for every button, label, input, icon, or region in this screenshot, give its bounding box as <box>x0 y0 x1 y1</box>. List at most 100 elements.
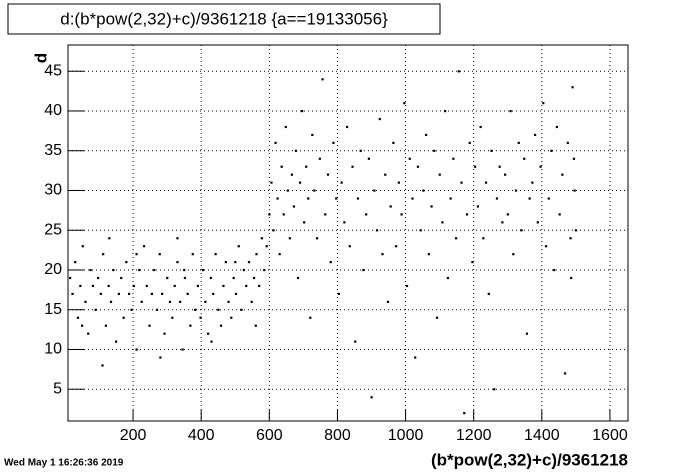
point <box>89 268 92 272</box>
point <box>561 173 564 176</box>
point <box>263 268 266 272</box>
point <box>411 197 414 200</box>
point <box>337 292 341 296</box>
point <box>91 284 95 288</box>
point <box>525 332 529 335</box>
point <box>367 157 370 160</box>
point <box>378 117 381 121</box>
point <box>99 292 102 296</box>
point <box>274 141 277 144</box>
point <box>234 261 237 264</box>
point <box>544 245 548 248</box>
point <box>171 316 174 319</box>
point <box>427 253 430 256</box>
point <box>457 70 460 73</box>
point <box>230 316 233 319</box>
point <box>444 109 447 113</box>
point <box>555 125 559 129</box>
point <box>452 157 455 160</box>
point <box>207 332 210 335</box>
point <box>296 276 300 280</box>
point <box>512 253 515 256</box>
x-tick-label: 1000 <box>388 427 424 444</box>
point <box>471 261 474 264</box>
point <box>168 300 172 303</box>
point <box>276 197 279 200</box>
point <box>321 78 324 81</box>
point <box>405 284 409 288</box>
point <box>571 86 574 89</box>
point <box>284 125 287 129</box>
point <box>362 268 365 272</box>
point <box>173 284 176 288</box>
y-tick-label: 15 <box>44 301 62 318</box>
y-tick-label: 25 <box>44 221 62 238</box>
point <box>254 324 257 327</box>
point <box>210 340 213 343</box>
point <box>348 245 351 248</box>
point <box>214 253 217 256</box>
point <box>219 324 223 327</box>
x-tick-label: 800 <box>324 427 351 444</box>
point <box>150 292 153 296</box>
point <box>386 300 390 303</box>
point <box>523 157 526 160</box>
point <box>340 181 343 184</box>
point <box>186 292 189 296</box>
x-tick-label: 1600 <box>592 427 628 444</box>
point <box>222 284 225 288</box>
point <box>176 261 179 264</box>
point <box>120 276 123 280</box>
point <box>414 356 417 359</box>
point <box>245 284 248 288</box>
point <box>240 308 243 311</box>
point <box>463 412 466 415</box>
point <box>573 189 576 192</box>
point <box>94 308 97 311</box>
point <box>155 308 159 311</box>
y-tick-label: 30 <box>44 182 62 199</box>
point <box>433 149 436 152</box>
y-axis-label: d <box>31 53 50 63</box>
point <box>280 165 283 168</box>
point <box>217 308 220 311</box>
point <box>148 324 151 327</box>
point <box>558 213 561 216</box>
point <box>479 125 482 129</box>
point <box>76 316 80 319</box>
point <box>370 396 373 399</box>
point <box>232 276 235 280</box>
point <box>305 165 308 168</box>
point <box>278 253 281 256</box>
point <box>484 181 488 184</box>
point <box>69 276 72 280</box>
point <box>311 133 314 137</box>
point <box>199 316 202 319</box>
point <box>204 300 207 303</box>
point <box>574 229 578 232</box>
point <box>408 157 411 160</box>
point <box>536 221 539 224</box>
point <box>389 205 392 208</box>
point <box>309 316 312 319</box>
plot-frame <box>67 44 629 422</box>
point <box>416 165 420 168</box>
point <box>247 261 251 264</box>
point <box>255 253 258 256</box>
point <box>130 308 133 311</box>
point <box>74 261 77 264</box>
x-tick-label: 600 <box>256 427 283 444</box>
point <box>258 284 261 288</box>
point <box>563 372 567 375</box>
point <box>183 268 186 272</box>
point <box>81 245 84 248</box>
point <box>140 300 143 303</box>
point <box>104 324 108 327</box>
point <box>194 308 197 311</box>
point <box>490 149 493 152</box>
y-tick-label: 45 <box>44 62 62 79</box>
point <box>419 229 422 232</box>
point <box>288 237 291 240</box>
point <box>189 324 192 327</box>
point <box>542 102 545 105</box>
